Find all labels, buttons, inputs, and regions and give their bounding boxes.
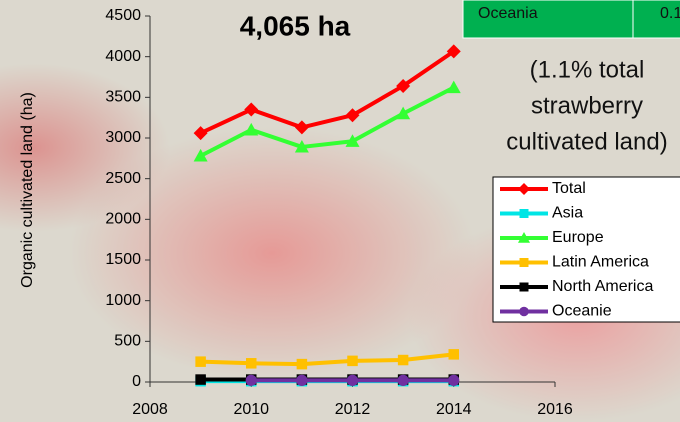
legend-marker xyxy=(520,258,529,267)
marker xyxy=(246,358,257,369)
legend-marker xyxy=(519,307,529,317)
x-tick-label: 2008 xyxy=(132,401,168,418)
x-tick-label: 2010 xyxy=(233,401,269,418)
y-axis-label: Organic cultivated land (ha) xyxy=(19,92,36,288)
table-text: 0.1 xyxy=(660,5,680,22)
marker xyxy=(297,359,308,370)
y-tick-label: 3500 xyxy=(105,89,141,106)
table-text: Oceania xyxy=(478,5,538,22)
marker xyxy=(296,375,307,386)
marker xyxy=(398,375,409,386)
y-tick-label: 2000 xyxy=(105,211,141,228)
note: (1.1% total xyxy=(530,56,645,83)
marker xyxy=(398,355,409,366)
y-tick-label: 500 xyxy=(114,333,141,350)
y-tick-label: 3000 xyxy=(105,129,141,146)
page: Oceania 0.1 4,065 ha Organic cultivated … xyxy=(0,0,680,422)
y-tick-label: 4000 xyxy=(105,48,141,65)
y-tick-label: 0 xyxy=(132,373,141,390)
legend-label: Latin America xyxy=(552,254,649,271)
x-tick-label: 2014 xyxy=(436,401,472,418)
legend-marker xyxy=(520,209,529,218)
legend-label: Europe xyxy=(552,229,604,246)
y-tick-label: 1000 xyxy=(105,292,141,309)
marker xyxy=(347,375,358,386)
marker xyxy=(195,374,206,385)
note: cultivated land) xyxy=(506,128,667,155)
x-tick-label: 2016 xyxy=(537,401,573,418)
legend-label: North America xyxy=(552,278,653,295)
y-tick-label: 4500 xyxy=(105,7,141,24)
legend-label: Oceanie xyxy=(552,303,612,320)
x-tick-label: 2012 xyxy=(335,401,371,418)
marker xyxy=(449,349,460,360)
legend-label: Total xyxy=(552,180,586,197)
marker xyxy=(347,356,358,367)
marker xyxy=(448,375,459,386)
note: strawberry xyxy=(531,92,643,119)
legend xyxy=(493,177,680,322)
y-tick-label: 2500 xyxy=(105,170,141,187)
y-tick-label: 1500 xyxy=(105,251,141,268)
annotation: 4,065 ha xyxy=(240,10,351,41)
legend-label: Asia xyxy=(552,205,583,222)
chart: Oceania 0.1 4,065 ha Organic cultivated … xyxy=(0,0,680,422)
marker xyxy=(246,375,257,386)
marker xyxy=(195,356,206,367)
legend-marker xyxy=(520,283,529,292)
